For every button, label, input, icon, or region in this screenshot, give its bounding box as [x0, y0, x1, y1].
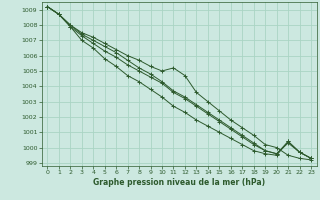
- X-axis label: Graphe pression niveau de la mer (hPa): Graphe pression niveau de la mer (hPa): [93, 178, 265, 187]
